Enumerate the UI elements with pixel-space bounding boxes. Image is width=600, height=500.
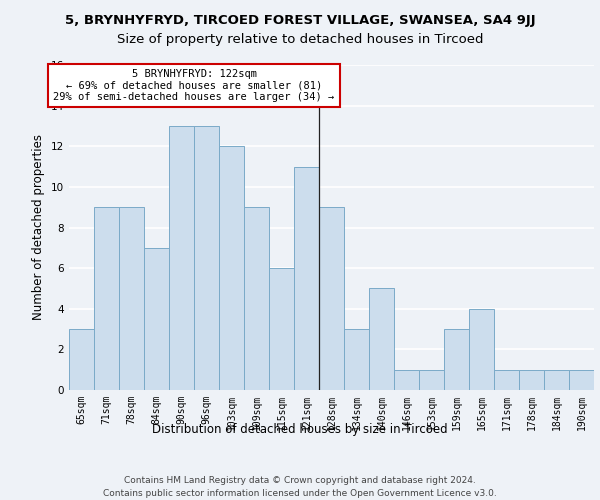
Bar (544, 370, 569, 390)
Bar (169, 126, 194, 390)
Bar (344, 329, 369, 390)
Bar (119, 207, 144, 390)
Bar (519, 370, 544, 390)
Text: 5 BRYNHYFRYD: 122sqm
← 69% of detached houses are smaller (81)
29% of semi-detac: 5 BRYNHYFRYD: 122sqm ← 69% of detached h… (53, 68, 335, 102)
Bar (94, 207, 119, 390)
Bar (69, 329, 94, 390)
Bar (294, 166, 319, 390)
Bar (444, 329, 469, 390)
Bar (569, 370, 594, 390)
Bar (219, 146, 244, 390)
Bar (394, 370, 419, 390)
Bar (369, 288, 394, 390)
Bar (244, 207, 269, 390)
Y-axis label: Number of detached properties: Number of detached properties (32, 134, 46, 320)
Bar (194, 126, 219, 390)
Bar (144, 248, 169, 390)
Bar (319, 207, 344, 390)
Text: Size of property relative to detached houses in Tircoed: Size of property relative to detached ho… (117, 32, 483, 46)
Text: Distribution of detached houses by size in Tircoed: Distribution of detached houses by size … (152, 422, 448, 436)
Text: Contains HM Land Registry data © Crown copyright and database right 2024.
Contai: Contains HM Land Registry data © Crown c… (103, 476, 497, 498)
Text: 5, BRYNHYFRYD, TIRCOED FOREST VILLAGE, SWANSEA, SA4 9JJ: 5, BRYNHYFRYD, TIRCOED FOREST VILLAGE, S… (65, 14, 535, 27)
Bar (469, 308, 494, 390)
Bar (419, 370, 444, 390)
Bar (269, 268, 294, 390)
Bar (494, 370, 519, 390)
